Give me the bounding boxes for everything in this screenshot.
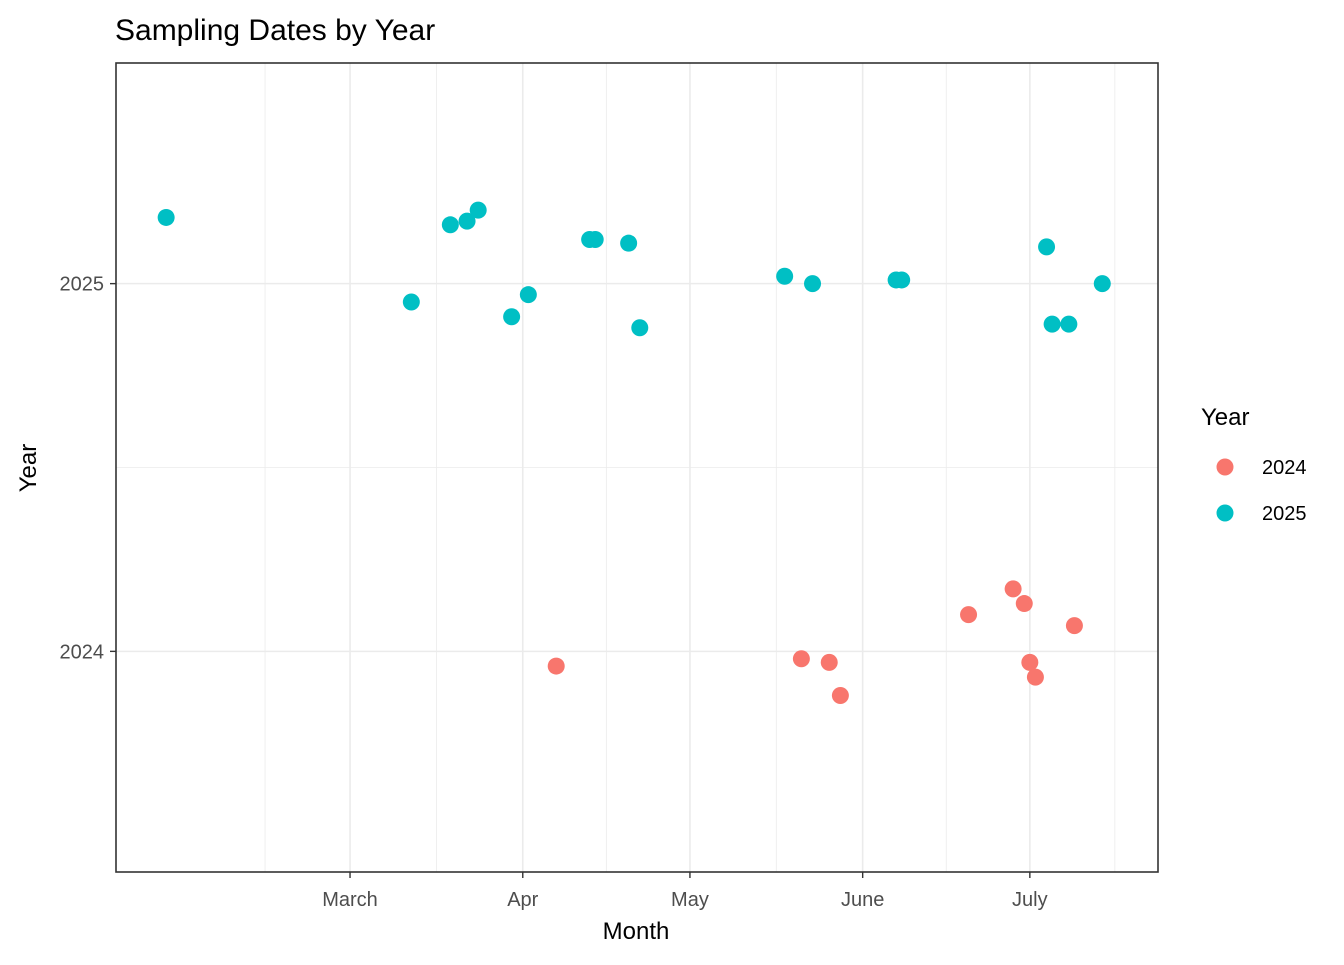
x-tick-label: June	[841, 889, 884, 911]
x-tick-label: July	[1012, 889, 1048, 911]
minor-gridlines	[116, 63, 1158, 872]
data-point-2025	[469, 201, 487, 219]
y-axis: 2024 2025	[60, 274, 116, 663]
legend: Year 2024 2025	[1201, 404, 1307, 525]
data-point-2024	[960, 606, 978, 624]
data-point-2024	[831, 686, 849, 704]
y-tick-label: 2024	[60, 641, 105, 663]
data-point-2025	[402, 293, 420, 311]
data-point-2025	[893, 271, 911, 289]
legend-label-2024: 2024	[1262, 457, 1307, 479]
data-point-2025	[804, 275, 822, 293]
data-point-2025	[620, 234, 638, 252]
x-tick-label: May	[671, 889, 709, 911]
data-point-2024	[547, 657, 565, 675]
data-point-2024	[1021, 653, 1039, 671]
y-tick-label: 2025	[60, 274, 105, 296]
data-point-2025	[519, 286, 537, 304]
data-point-2024	[820, 653, 838, 671]
data-point-2024	[1004, 580, 1022, 598]
data-point-2025	[586, 231, 604, 249]
data-point-2024	[1065, 617, 1083, 635]
legend-title: Year	[1201, 404, 1250, 431]
y-axis-title: Year	[15, 444, 42, 493]
data-point-2025	[1038, 238, 1056, 256]
data-point-2025	[441, 216, 459, 234]
data-point-2025	[458, 212, 476, 230]
panel-border	[115, 62, 1159, 873]
x-axis-title: Month	[603, 918, 670, 945]
data-point-2025	[1093, 275, 1111, 293]
legend-key-2025	[1216, 504, 1234, 522]
data-point-2025	[503, 308, 521, 326]
legend-entries: 2024 2025	[1216, 457, 1307, 525]
data-point-2025	[631, 319, 649, 337]
x-tick-label: March	[322, 889, 378, 911]
data-point-2025	[776, 267, 794, 285]
x-tick-label: Apr	[507, 889, 538, 911]
data-point-2024	[1026, 668, 1044, 686]
data-points	[157, 201, 1111, 704]
data-point-2025	[157, 208, 175, 226]
chart-title: Sampling Dates by Year	[115, 14, 435, 47]
x-axis: March Apr May June July	[322, 872, 1048, 911]
data-point-2025	[1043, 315, 1061, 333]
legend-key-2024	[1216, 458, 1234, 476]
data-point-2024	[792, 650, 810, 668]
data-point-2025	[1060, 315, 1078, 333]
major-gridlines	[116, 63, 1158, 872]
plot-area	[115, 62, 1159, 873]
legend-label-2025: 2025	[1262, 503, 1307, 525]
data-point-2024	[1015, 595, 1033, 613]
